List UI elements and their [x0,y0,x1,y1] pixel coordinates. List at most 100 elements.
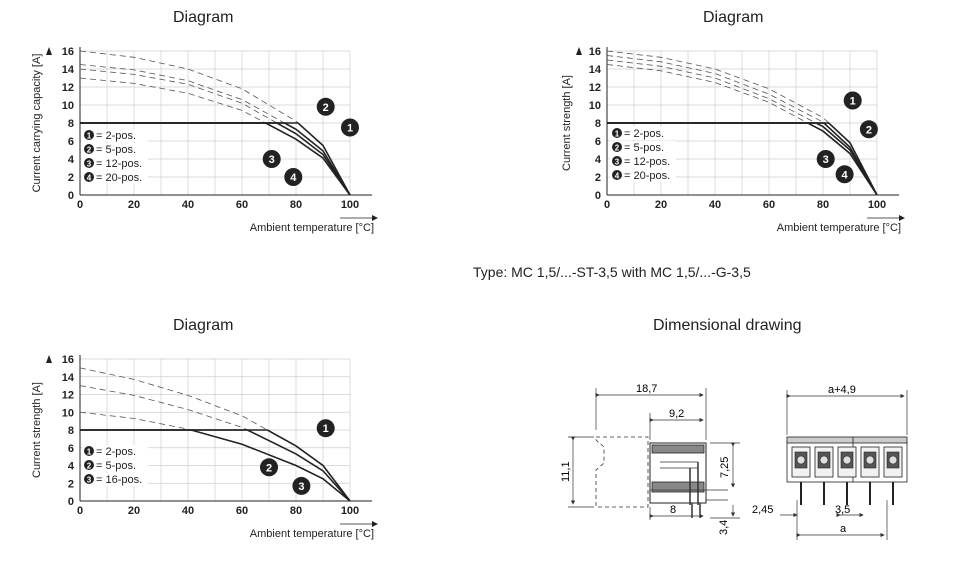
x-tick-label: 60 [236,505,248,517]
y-axis-arrowhead [46,355,52,363]
dim-offset: 2,45 [752,504,773,516]
y-tick-label: 16 [62,46,74,58]
y-axis-label: Current strength [A] [561,75,573,171]
y-axis-label: Current strength [A] [31,382,43,478]
legend-bg [610,127,676,140]
series-number-label: 1 [347,123,353,135]
legend-number: 4 [615,172,620,181]
series-line-1 [607,122,878,196]
y-tick-label: 12 [62,390,74,402]
side-dimensions [568,388,740,520]
series-marker-4 [835,165,854,184]
x-axis-label: Ambient temperature [°C] [250,222,374,234]
x-tick-label: 20 [128,199,140,211]
series-number-label: 4 [290,172,297,184]
x-tick-label: 20 [128,505,140,517]
series-number-label: 1 [850,96,856,108]
series-dashed-1 [79,367,351,502]
terminal-housing [883,446,903,478]
legend-label: = 2-pos. [96,130,136,142]
y-tick-label: 4 [595,154,602,166]
dim-base-width: 8 [670,504,676,516]
x-tick-label: 80 [290,199,302,211]
series-dashed-1 [79,50,351,196]
dim-span: a+4,9 [828,384,856,396]
legend-bg [82,129,148,142]
legend-marker [84,172,94,182]
y-tick-label: 10 [589,100,601,112]
series-number-label: 4 [842,169,849,181]
legend-marker [84,474,94,484]
legend-marker [84,158,94,168]
series-dashed-4 [79,77,351,196]
series-marker-2 [859,120,878,139]
terminal-blocks [791,446,903,505]
legend-bg [82,445,148,458]
x-axis-arrowhead [372,215,378,221]
series-dashed-3 [606,59,878,196]
terminal-housing [814,446,834,478]
legend-label: = 12-pos. [624,156,670,168]
dim-pitch: 3,5 [835,504,850,516]
y-tick-label: 6 [595,136,601,148]
legend-bg [82,473,148,486]
legend-label: = 5-pos. [624,142,664,154]
series-line-2 [607,122,878,196]
series-line-3 [607,122,878,196]
series-marker-3 [292,476,311,495]
screw-head [865,455,875,465]
legend-bg [82,459,148,472]
terminal-screw [886,451,900,469]
legend-number: 4 [87,174,92,183]
series-number-label: 2 [323,102,329,114]
y-tick-label: 16 [62,354,74,366]
y-tick-label: 10 [62,407,74,419]
series-marker-2 [260,458,278,477]
legend-label: = 2-pos. [96,446,136,458]
series-marker-2 [316,97,335,116]
y-tick-label: 4 [68,154,75,166]
legend-bg [610,169,676,182]
y-tick-label: 10 [62,100,74,112]
screw-head [819,455,829,465]
terminal-housing [860,446,880,478]
legend-number: 1 [87,132,92,141]
legend-bg [610,155,676,168]
terminal-housing [837,446,857,478]
series-line-3 [80,122,351,196]
legend-bg [82,171,148,184]
legend-marker [612,156,622,166]
series-dashed-2 [606,55,878,196]
front-dimensions [780,390,908,540]
legend-number: 3 [615,158,620,167]
series-marker-1 [316,419,335,438]
series-marker-4 [284,168,303,186]
terminal-screw [817,451,831,469]
y-tick-label: 2 [595,172,601,184]
series-number-label: 3 [823,154,829,166]
series-dashed-3 [79,411,351,502]
x-tick-label: 40 [709,199,721,211]
series-line-2 [80,122,351,196]
legend-label: = 5-pos. [96,460,136,472]
series-dashed-3 [79,68,351,196]
y-tick-label: 0 [68,496,74,508]
y-tick-label: 8 [68,118,74,130]
x-tick-label: 60 [236,199,248,211]
y-axis-arrowhead [576,47,582,55]
series-line-3 [80,429,351,502]
legend-number: 3 [87,160,92,169]
y-tick-label: 14 [62,372,75,384]
legend-number: 2 [87,462,92,471]
series-number-label: 3 [298,481,304,493]
series-number-label: 2 [266,462,272,474]
x-tick-label: 100 [341,505,359,517]
screw-head [842,455,852,465]
y-axis-arrowhead [46,47,52,55]
x-tick-label: 20 [655,199,667,211]
series-marker-1 [341,118,359,137]
legend-marker [84,130,94,140]
type-description: Type: MC 1,5/...-ST-3,5 with MC 1,5/...-… [473,264,751,280]
dim-a: a [840,523,847,535]
